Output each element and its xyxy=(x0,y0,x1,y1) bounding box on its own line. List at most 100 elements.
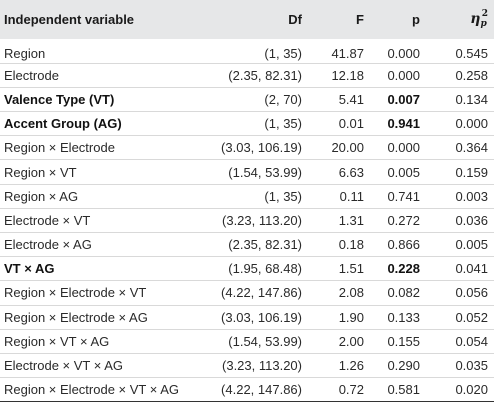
cell-p: 0.005 xyxy=(387,164,420,180)
table-row: Electrode (2.35, 82.31) 12.18 0.000 0.258 xyxy=(0,63,494,88)
cell-p: 0.007 xyxy=(387,91,420,107)
header-p: p xyxy=(412,12,420,27)
cell-independent-variable: Region × Electrode xyxy=(4,140,115,156)
cell-partial-eta-squared: 0.041 xyxy=(455,261,488,277)
cell-partial-eta-squared: 0.134 xyxy=(455,91,488,107)
cell-partial-eta-squared: 0.005 xyxy=(455,237,488,253)
table-row: Accent Group (AG) (1, 35) 0.01 0.941 0.000 xyxy=(0,112,494,136)
cell-p: 0.228 xyxy=(387,261,420,277)
cell-independent-variable: Electrode × AG xyxy=(4,237,92,253)
cell-partial-eta-squared: 0.364 xyxy=(455,140,488,156)
cell-p: 0.741 xyxy=(387,188,420,204)
table-row: Region × Electrode × VT × AG (4.22, 147.8… xyxy=(0,378,494,402)
cell-independent-variable: Region xyxy=(4,45,46,61)
cell-df: (3.23, 113.20) xyxy=(222,212,302,228)
cell-partial-eta-squared: 0.258 xyxy=(455,67,488,83)
table-row: Electrode × AG (2.35, 82.31) 0.18 0.866 0.00… xyxy=(0,233,494,257)
cell-f: 0.18 xyxy=(338,237,364,253)
cell-f: 12.18 xyxy=(331,67,364,83)
table-row: Electrode × VT (3.23, 113.20) 1.31 0.272 0.0… xyxy=(0,208,494,233)
cell-independent-variable: Region × Electrode × VT xyxy=(4,285,147,301)
cell-df: (3.23, 113.20) xyxy=(222,358,302,374)
cell-f: 0.11 xyxy=(339,188,364,204)
eta-superscript: 2 xyxy=(481,9,488,19)
cell-independent-variable: VT × AG xyxy=(4,261,55,277)
cell-independent-variable: Region × VT xyxy=(4,164,77,180)
eta-subscript: p xyxy=(480,19,487,29)
cell-independent-variable: Region × AG xyxy=(4,188,79,204)
cell-df: (1.54, 53.99) xyxy=(228,333,302,349)
cell-df: (1, 35) xyxy=(264,116,302,132)
cell-independent-variable: Region × Electrode × VT × AG xyxy=(4,382,180,398)
cell-f: 1.90 xyxy=(338,309,364,325)
cell-partial-eta-squared: 0.052 xyxy=(455,309,488,325)
table-header: Independent variable Df F p ηp2 xyxy=(0,0,494,39)
eta-symbol: ηp2 xyxy=(470,10,488,29)
header-df: Df xyxy=(288,12,302,27)
cell-df: (1.54, 53.99) xyxy=(228,164,302,180)
cell-df: (4.22, 147.86) xyxy=(221,285,302,301)
cell-p: 0.133 xyxy=(387,309,420,325)
table-row: Region × VT (1.54, 53.99) 6.63 0.005 0.159 xyxy=(0,160,494,185)
header-f: F xyxy=(356,12,364,27)
cell-p: 0.290 xyxy=(387,358,420,374)
cell-f: 5.41 xyxy=(338,91,364,107)
table-row: Region × Electrode × VT (4.22, 147.86) 2.0… xyxy=(0,281,494,306)
cell-f: 2.08 xyxy=(338,285,364,301)
eta-letter: η xyxy=(470,11,481,27)
cell-df: (1, 35) xyxy=(264,45,302,61)
table-row: VT × AG (1.95, 68.48) 1.51 0.228 0.041 xyxy=(0,257,494,281)
cell-partial-eta-squared: 0.000 xyxy=(455,116,488,132)
cell-df: (3.03, 106.19) xyxy=(221,140,302,156)
header-independent-variable: Independent variable xyxy=(4,12,135,27)
cell-f: 1.51 xyxy=(338,261,364,277)
cell-f: 41.87 xyxy=(331,45,364,61)
cell-independent-variable: Region × Electrode × AG xyxy=(4,309,148,325)
table-row: Electrode × VT × AG (3.23, 113.20) 1.26 0.2… xyxy=(0,353,494,378)
header-partial-eta-squared: ηp2 xyxy=(434,0,494,39)
cell-p: 0.082 xyxy=(387,285,420,301)
table-row: Region × Electrode × AG (3.03, 106.19) 1.9… xyxy=(0,305,494,330)
table-row: Valence Type (VT) (2, 70) 5.41 0.007 0.134 xyxy=(0,87,494,112)
cell-f: 1.31 xyxy=(338,212,364,228)
cell-f: 20.00 xyxy=(331,140,364,156)
table-row: Region × Electrode (3.03, 106.19) 20.00 0.0… xyxy=(0,136,494,160)
cell-partial-eta-squared: 0.036 xyxy=(455,212,488,228)
cell-independent-variable: Region × VT × AG xyxy=(4,333,110,349)
cell-f: 2.00 xyxy=(338,333,364,349)
table-row: Region × AG (1, 35) 0.11 0.741 0.003 xyxy=(0,184,494,209)
cell-df: (2.35, 82.31) xyxy=(228,67,302,83)
header-row: Independent variable Df F p ηp2 xyxy=(0,0,494,39)
cell-p: 0.941 xyxy=(387,116,420,132)
cell-partial-eta-squared: 0.035 xyxy=(455,358,488,374)
cell-df: (2, 70) xyxy=(264,91,302,107)
cell-independent-variable: Electrode xyxy=(4,67,59,83)
cell-partial-eta-squared: 0.054 xyxy=(455,333,488,349)
cell-partial-eta-squared: 0.056 xyxy=(455,285,488,301)
table-row: Region (1, 35) 41.87 0.000 0.545 xyxy=(0,39,494,64)
cell-p: 0.000 xyxy=(387,140,420,156)
cell-df: (4.22, 147.86) xyxy=(221,382,302,398)
cell-f: 0.01 xyxy=(338,116,364,132)
cell-f: 6.63 xyxy=(338,164,364,180)
cell-p: 0.000 xyxy=(387,45,420,61)
cell-partial-eta-squared: 0.020 xyxy=(455,382,488,398)
cell-independent-variable: Electrode × VT × AG xyxy=(4,358,123,374)
cell-p: 0.272 xyxy=(387,212,420,228)
cell-p: 0.866 xyxy=(387,237,420,253)
cell-df: (1.95, 68.48) xyxy=(228,261,302,277)
cell-partial-eta-squared: 0.545 xyxy=(455,45,488,61)
cell-independent-variable: Valence Type (VT) xyxy=(4,91,115,107)
cell-df: (3.03, 106.19) xyxy=(221,309,302,325)
cell-f: 1.26 xyxy=(338,358,364,374)
cell-df: (1, 35) xyxy=(264,188,302,204)
cell-independent-variable: Accent Group (AG) xyxy=(4,116,122,132)
table-body: Region (1, 35) 41.87 0.000 0.545 Electrode (2.… xyxy=(0,39,494,402)
cell-partial-eta-squared: 0.003 xyxy=(455,188,488,204)
cell-f: 0.72 xyxy=(338,382,364,398)
cell-p: 0.581 xyxy=(387,382,420,398)
cell-partial-eta-squared: 0.159 xyxy=(455,164,488,180)
cell-p: 0.155 xyxy=(387,333,420,349)
